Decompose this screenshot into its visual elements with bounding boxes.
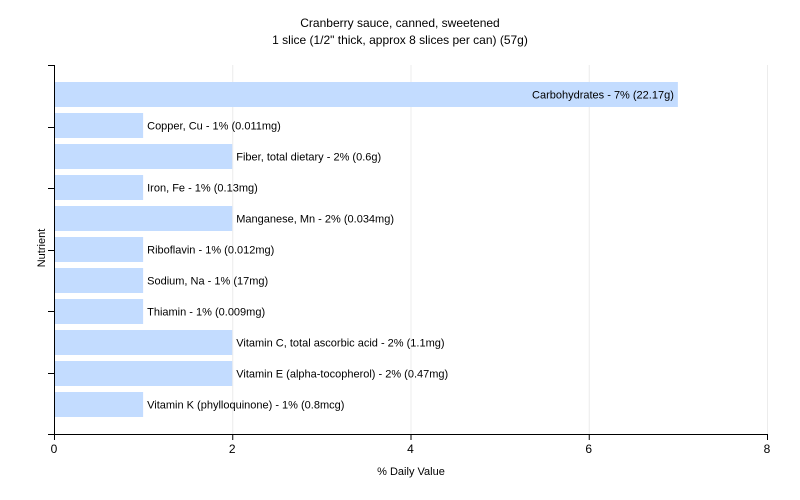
bar bbox=[55, 82, 678, 107]
bar bbox=[55, 144, 233, 169]
x-tick-label: 0 bbox=[51, 442, 58, 456]
bar bbox=[55, 237, 144, 262]
bar-label: Thiamin - 1% (0.009mg) bbox=[147, 307, 265, 319]
bar bbox=[55, 206, 233, 231]
bar-label: Iron, Fe - 1% (0.13mg) bbox=[147, 183, 258, 195]
bar-label: Fiber, total dietary - 2% (0.6g) bbox=[236, 152, 381, 164]
bar bbox=[55, 361, 233, 386]
bar-label: Carbohydrates - 7% (22.17g) bbox=[532, 90, 674, 102]
bar-label: Vitamin E (alpha-tocopherol) - 2% (0.47m… bbox=[236, 369, 448, 381]
x-tick-label: 8 bbox=[764, 442, 771, 456]
bar-label: Manganese, Mn - 2% (0.034mg) bbox=[236, 214, 394, 226]
bar-label: Sodium, Na - 1% (17mg) bbox=[147, 276, 268, 288]
bar bbox=[55, 175, 144, 200]
bar-label: Copper, Cu - 1% (0.011mg) bbox=[147, 121, 281, 133]
bar bbox=[55, 392, 144, 417]
bar bbox=[55, 299, 144, 324]
x-axis-label: % Daily Value bbox=[377, 466, 445, 478]
bar bbox=[55, 330, 233, 355]
x-tick-label: 2 bbox=[229, 442, 236, 456]
chart-title: Cranberry sauce, canned, sweetened bbox=[300, 16, 500, 30]
chart-subtitle: 1 slice (1/2" thick, approx 8 slices per… bbox=[272, 33, 528, 47]
x-tick-label: 4 bbox=[407, 442, 414, 456]
y-axis-label: Nutrient bbox=[36, 228, 48, 268]
bar-label: Vitamin C, total ascorbic acid - 2% (1.1… bbox=[236, 338, 444, 350]
bar bbox=[55, 268, 144, 293]
bar bbox=[55, 113, 144, 138]
x-tick-label: 6 bbox=[585, 442, 592, 456]
bar-label: Riboflavin - 1% (0.012mg) bbox=[147, 245, 274, 257]
bar-label: Vitamin K (phylloquinone) - 1% (0.8mcg) bbox=[147, 400, 344, 412]
